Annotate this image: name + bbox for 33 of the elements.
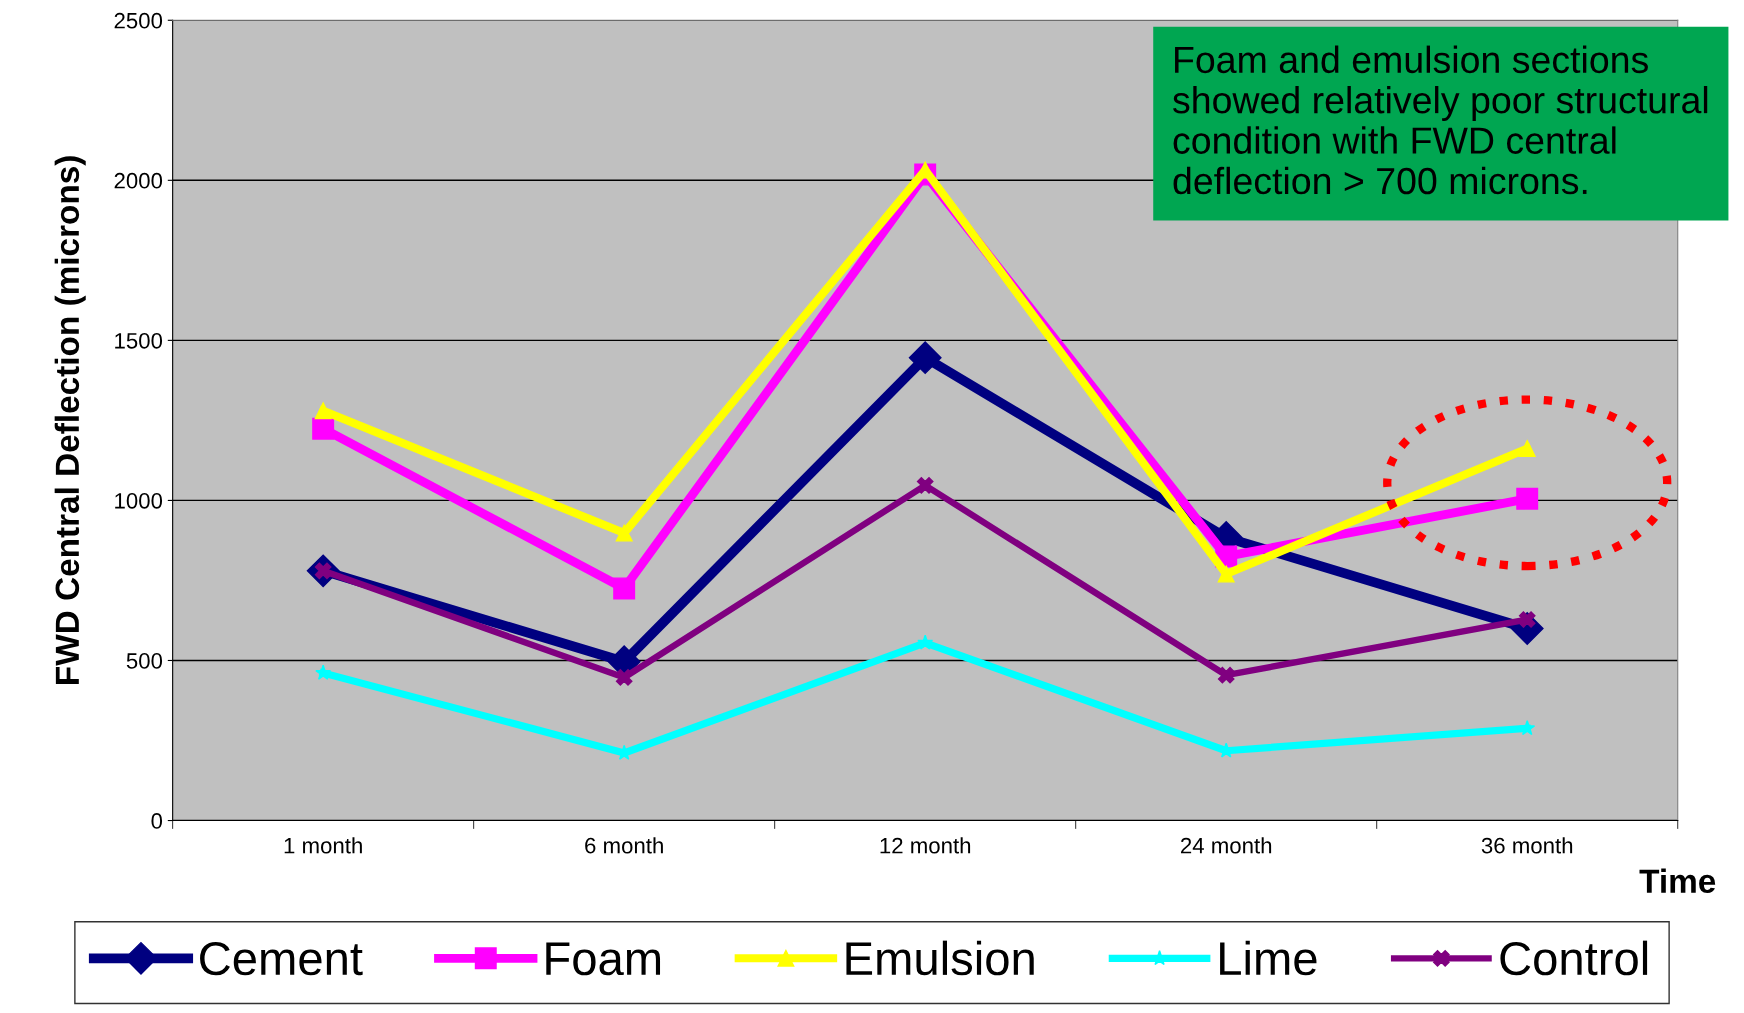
legend-label: Control xyxy=(1500,940,1648,976)
point xyxy=(615,669,633,686)
x-tick-label: 6 month xyxy=(585,837,663,854)
point xyxy=(916,477,934,494)
point xyxy=(314,402,332,420)
x-axis-title: Time xyxy=(1639,868,1716,894)
legend-label: Lime xyxy=(1220,940,1317,976)
x-tick-label: 1 month xyxy=(284,837,362,854)
point xyxy=(613,577,636,600)
y-tick-label: 2000 xyxy=(114,172,163,189)
x-tick-label: 24 month xyxy=(1181,837,1272,854)
point xyxy=(917,634,934,650)
legend-label: Emulsion xyxy=(846,940,1034,976)
y-tick-label: 0 xyxy=(151,813,163,829)
legend-label: Cement xyxy=(200,941,363,976)
y-tick-label: 1000 xyxy=(115,492,163,509)
y-tick-label: 2500 xyxy=(114,12,163,29)
point xyxy=(908,341,942,375)
point xyxy=(615,524,633,542)
point xyxy=(1217,666,1235,684)
point xyxy=(312,417,335,440)
y-tick-label: 1500 xyxy=(115,332,163,349)
point xyxy=(315,664,332,680)
point xyxy=(1518,440,1536,458)
annotation: Foam and emulsion sections showed relatively poor structural condition with FWD central deflection > 700 microns. xyxy=(1173,45,1708,195)
point xyxy=(1516,487,1539,510)
point xyxy=(1519,720,1536,736)
y-tick-label: 500 xyxy=(126,653,163,669)
x-tick-label: 12 month xyxy=(880,837,971,854)
point xyxy=(1217,565,1235,583)
legend-label: Foam xyxy=(546,942,661,976)
y-axis-title: FWD Central Deflection (microns) xyxy=(54,156,86,684)
x-tick-label: 36 month xyxy=(1481,837,1573,854)
